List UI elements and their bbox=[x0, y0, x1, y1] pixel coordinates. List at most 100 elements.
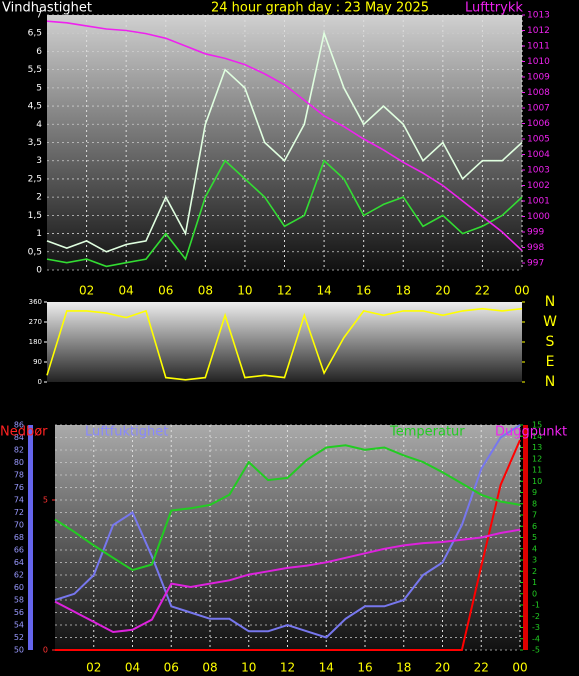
tick-label: 3 bbox=[532, 556, 537, 565]
tick-label: N bbox=[545, 294, 555, 310]
tick-label: 66 bbox=[14, 546, 24, 555]
tick-label: 7 bbox=[36, 11, 42, 21]
tick-label: 64 bbox=[14, 558, 24, 567]
tick-label: 1006 bbox=[527, 119, 550, 129]
tick-label: 360 bbox=[29, 298, 42, 306]
tick-label: 56 bbox=[14, 608, 24, 617]
x-tick-label: 08 bbox=[198, 284, 213, 298]
tick-label: 998 bbox=[527, 243, 544, 253]
x-tick-label: 22 bbox=[474, 661, 489, 673]
tick-label: 1,5 bbox=[28, 211, 42, 221]
tick-label: 1003 bbox=[527, 166, 550, 176]
tick-label: 1000 bbox=[527, 212, 550, 222]
chart-title: Vindhastighet bbox=[2, 1, 92, 16]
x-tick-label: 18 bbox=[396, 661, 411, 673]
tick-label: 1004 bbox=[527, 150, 550, 160]
x-tick-label: 14 bbox=[316, 284, 331, 298]
tick-label: 5,5 bbox=[28, 65, 42, 75]
tick-label: 2 bbox=[532, 567, 537, 576]
tick-label: 0 bbox=[38, 378, 42, 386]
series-line bbox=[46, 30, 523, 253]
tick-label: 1013 bbox=[527, 11, 550, 21]
x-tick-label: 06 bbox=[158, 284, 173, 298]
x-tick-label: 04 bbox=[119, 284, 134, 298]
tick-label: S bbox=[546, 334, 555, 350]
tick-label: 180 bbox=[29, 338, 42, 346]
tick-label: -3 bbox=[532, 623, 540, 632]
tick-label: 1007 bbox=[527, 104, 550, 114]
tick-label: 58 bbox=[14, 596, 24, 605]
tick-label: 1002 bbox=[527, 181, 550, 191]
tick-label: 11 bbox=[532, 466, 542, 475]
tick-label: 52 bbox=[14, 633, 24, 642]
scale-bar bbox=[28, 425, 33, 650]
x-tick-label: 02 bbox=[86, 661, 101, 673]
tick-label: 72 bbox=[14, 508, 24, 517]
tick-label: 1 bbox=[532, 578, 537, 587]
tick-label: 70 bbox=[14, 521, 24, 530]
tick-label: 74 bbox=[14, 496, 24, 505]
legend-label: Duggpunkt bbox=[495, 425, 567, 440]
tick-label: 14 bbox=[532, 432, 542, 441]
tick-label: E bbox=[546, 354, 555, 370]
legend-label: Temperatur bbox=[389, 425, 465, 440]
tick-label: W bbox=[543, 314, 557, 330]
tick-label: 8 bbox=[532, 499, 537, 508]
tick-label: 90 bbox=[33, 358, 42, 366]
tick-label: 270 bbox=[29, 318, 42, 326]
tick-label: 1012 bbox=[527, 26, 550, 36]
tick-label: 15 bbox=[532, 421, 542, 430]
tick-label: -1 bbox=[532, 601, 540, 610]
x-tick-label: 00 bbox=[512, 661, 527, 673]
tick-label: 1008 bbox=[527, 88, 550, 98]
tick-label: -5 bbox=[532, 646, 540, 655]
tick-label: 4 bbox=[532, 544, 537, 553]
x-tick-label: 14 bbox=[319, 661, 334, 673]
x-tick-label: 20 bbox=[435, 284, 450, 298]
tick-label: -2 bbox=[532, 612, 540, 621]
tick-label: -4 bbox=[532, 634, 540, 643]
series-line bbox=[54, 424, 521, 639]
tick-label: 0 bbox=[36, 266, 42, 276]
x-tick-label: 12 bbox=[277, 284, 292, 298]
tick-label: 1005 bbox=[527, 135, 550, 145]
series-line bbox=[55, 439, 521, 651]
tick-label: 10 bbox=[532, 477, 542, 486]
tick-label: 1 bbox=[36, 229, 42, 239]
tick-label: 6 bbox=[36, 47, 42, 57]
tick-label: 86 bbox=[14, 421, 24, 430]
tick-label: 5 bbox=[36, 83, 42, 93]
tick-label: 78 bbox=[14, 471, 24, 480]
x-tick-label: 12 bbox=[280, 661, 295, 673]
x-tick-label: 18 bbox=[396, 284, 411, 298]
x-tick-label: 06 bbox=[164, 661, 179, 673]
series-line bbox=[46, 20, 523, 252]
tick-label: 6 bbox=[532, 522, 537, 531]
chart-title: Lufttrykk bbox=[465, 1, 523, 16]
tick-label: 84 bbox=[14, 433, 24, 442]
series-line bbox=[46, 307, 523, 381]
plot-background bbox=[55, 425, 520, 650]
tick-label: 68 bbox=[14, 533, 24, 542]
x-tick-label: 22 bbox=[475, 284, 490, 298]
tick-label: 13 bbox=[532, 443, 542, 452]
tick-label: 1011 bbox=[527, 42, 550, 52]
tick-label: 76 bbox=[14, 483, 24, 492]
tick-label: 54 bbox=[14, 621, 24, 630]
series-line bbox=[46, 159, 523, 268]
tick-label: 5 bbox=[532, 533, 537, 542]
series-line bbox=[54, 444, 521, 572]
scale-bar bbox=[523, 425, 528, 650]
tick-label: 1001 bbox=[527, 197, 550, 207]
x-tick-label: 10 bbox=[241, 661, 256, 673]
tick-label: 4 bbox=[36, 120, 42, 130]
legend-label: Nedbør bbox=[0, 425, 48, 440]
tick-label: 62 bbox=[14, 571, 24, 580]
tick-label: 5 bbox=[43, 496, 48, 505]
tick-label: 0,5 bbox=[28, 247, 42, 257]
tick-label: 997 bbox=[527, 259, 544, 269]
series-line bbox=[54, 528, 521, 634]
tick-label: 2 bbox=[36, 193, 42, 203]
x-tick-label: 00 bbox=[514, 284, 529, 298]
